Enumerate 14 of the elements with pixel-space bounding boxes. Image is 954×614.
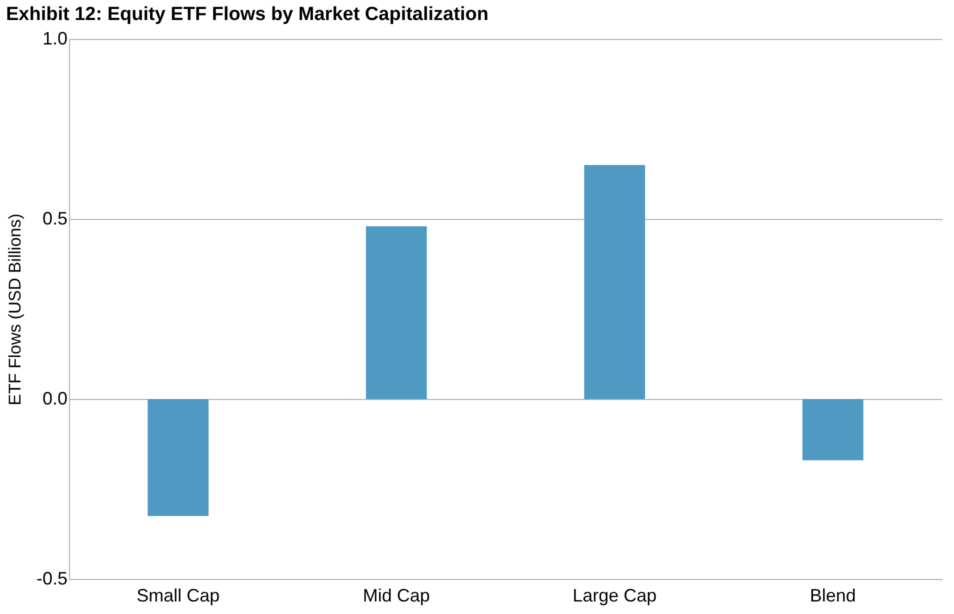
- x-tick-label: Small Cap: [136, 586, 220, 606]
- y-tick-label: 1.0: [42, 28, 68, 48]
- bar: [584, 165, 646, 399]
- x-tick-label: Blend: [810, 586, 856, 606]
- bar: [802, 399, 864, 460]
- chart-title: Exhibit 12: Equity ETF Flows by Market Capitalization: [6, 4, 488, 25]
- x-tick-label: Mid Cap: [362, 586, 430, 606]
- y-axis-title: ETF Flows (USD Billions): [5, 214, 24, 406]
- x-tick-label: Large Cap: [572, 586, 657, 606]
- bar: [148, 399, 209, 516]
- y-tick-label: 0.5: [42, 208, 68, 228]
- bar: [366, 226, 427, 399]
- y-tick-label: -0.5: [36, 568, 68, 588]
- y-tick-label: 0.0: [42, 388, 68, 408]
